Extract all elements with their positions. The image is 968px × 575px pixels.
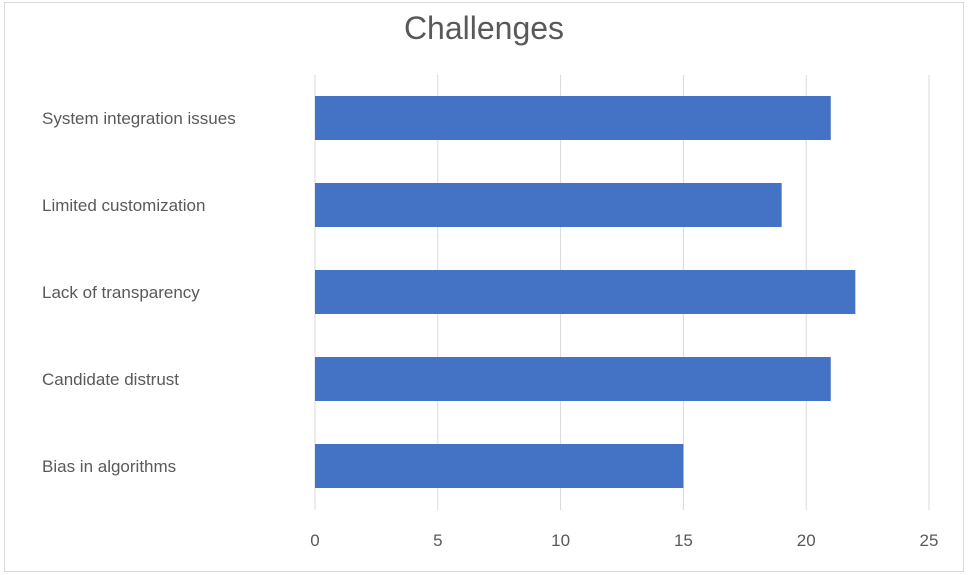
bar — [315, 183, 782, 227]
x-tick-label: 15 — [674, 531, 693, 550]
category-labels: System integration issues Limited customi… — [42, 109, 236, 476]
bar — [315, 96, 831, 140]
x-tick-label: 0 — [310, 531, 319, 550]
bar — [315, 444, 684, 488]
category-label: Candidate distrust — [42, 370, 179, 389]
category-label: Lack of transparency — [42, 283, 200, 302]
bars — [315, 96, 856, 488]
x-tick-label: 20 — [797, 531, 816, 550]
category-label: System integration issues — [42, 109, 236, 128]
category-label: Limited customization — [42, 196, 205, 215]
x-tick-label: 10 — [551, 531, 570, 550]
bar — [315, 270, 856, 314]
x-tick-label: 25 — [920, 531, 939, 550]
chart-title: Challenges — [403, 10, 565, 46]
x-tick-label: 5 — [433, 531, 442, 550]
bar — [315, 357, 831, 401]
category-label: Bias in algorithms — [42, 457, 176, 476]
x-axis-ticks: 0 5 10 15 20 25 — [310, 531, 938, 550]
